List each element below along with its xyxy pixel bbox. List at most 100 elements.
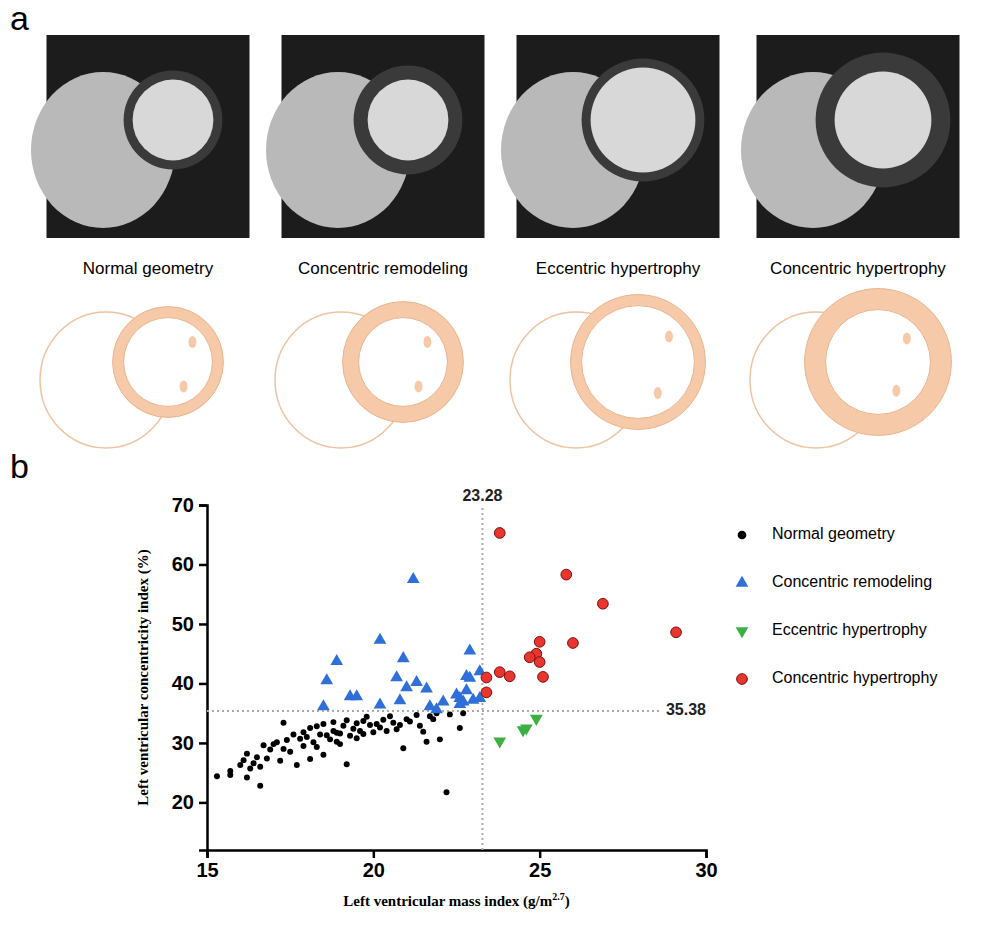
point <box>274 739 280 745</box>
point <box>267 746 273 752</box>
tick: 30 <box>172 732 207 754</box>
point <box>354 735 360 741</box>
point <box>350 689 363 700</box>
series <box>481 528 681 698</box>
point <box>307 725 313 731</box>
tick: 20 <box>172 791 207 813</box>
cartoon-lv-cavity <box>582 306 695 419</box>
tick-label: 70 <box>172 494 194 516</box>
point <box>568 638 579 649</box>
cartoon <box>510 295 705 448</box>
point <box>394 726 400 732</box>
point <box>320 721 326 727</box>
point <box>344 717 350 723</box>
point <box>414 712 420 718</box>
point <box>447 711 453 717</box>
point <box>407 572 420 583</box>
point <box>453 697 466 708</box>
point <box>387 713 393 719</box>
point <box>444 789 450 795</box>
cartoon-papillary <box>903 332 911 344</box>
point <box>374 633 387 644</box>
plot-area <box>207 505 681 850</box>
point <box>294 762 300 768</box>
legend-marker <box>736 576 749 587</box>
point <box>374 698 387 709</box>
mri-lv-blood <box>835 72 932 169</box>
point <box>350 726 356 732</box>
series <box>214 710 466 795</box>
point <box>520 724 533 735</box>
point <box>493 737 506 748</box>
point <box>420 681 433 692</box>
point <box>530 715 543 726</box>
cartoon-papillary <box>423 336 431 348</box>
mri-lv-wall <box>816 53 951 188</box>
point <box>344 761 350 767</box>
point <box>257 764 263 770</box>
point <box>354 720 360 726</box>
x-axis: 15202530 <box>196 850 717 881</box>
legend-marker <box>736 627 749 638</box>
point <box>251 760 257 766</box>
cartoon <box>275 302 463 448</box>
tick-mark <box>199 623 207 626</box>
point <box>420 729 426 735</box>
cartoon-papillary <box>188 336 196 348</box>
tick-label: 20 <box>172 791 194 813</box>
point <box>463 671 476 682</box>
caption: Concentric hypertrophy <box>770 259 946 278</box>
point <box>360 718 366 724</box>
cartoon-lv-wall <box>571 295 706 430</box>
point <box>317 732 323 738</box>
cartoon-papillary <box>654 387 662 399</box>
point <box>407 719 413 725</box>
cartoon-lv-cavity <box>359 318 448 407</box>
cartoon-lv-cavity <box>124 318 213 407</box>
mri-lv-blood <box>133 80 214 161</box>
point <box>370 729 376 735</box>
point <box>340 723 346 729</box>
caption: Normal geometry <box>83 259 214 278</box>
tick-mark <box>199 564 207 567</box>
tick: 15 <box>196 850 218 881</box>
mri-placeholder <box>31 35 250 238</box>
point <box>227 768 233 774</box>
tick-mark <box>373 850 376 858</box>
point <box>538 672 549 683</box>
tick: 50 <box>172 613 207 635</box>
point <box>320 752 326 758</box>
point <box>314 744 320 750</box>
x-axis-title: Left ventricular mass index (g/m2.7) <box>343 891 569 910</box>
tick-mark <box>539 850 542 858</box>
point <box>337 741 343 747</box>
cartoon-papillary <box>415 380 423 392</box>
point <box>437 695 450 706</box>
point <box>281 720 287 726</box>
mri-lv-blood <box>368 80 449 161</box>
point <box>671 627 682 638</box>
mri-lv-wall <box>124 71 223 170</box>
point <box>244 751 250 757</box>
legend-label: Normal geometry <box>772 525 895 542</box>
cartoon-lv-cavity <box>826 310 931 415</box>
tick: 70 <box>172 494 207 516</box>
tick-label: 30 <box>695 859 717 881</box>
point <box>481 672 492 683</box>
point <box>291 732 297 738</box>
legend-label: Concentric remodeling <box>772 573 932 590</box>
tick-mark <box>199 683 207 686</box>
legend-label: Eccentric hypertrophy <box>772 621 927 638</box>
point <box>214 773 220 779</box>
point <box>257 783 263 789</box>
point <box>254 754 260 760</box>
y-axis-title: Left ventricular concentricity index (%) <box>135 549 152 805</box>
cartoon <box>750 289 951 448</box>
mri-lv-blood <box>591 68 696 173</box>
cartoon-papillary <box>665 331 673 343</box>
point <box>330 654 343 665</box>
point <box>277 758 283 764</box>
point <box>284 737 290 743</box>
point <box>314 723 320 729</box>
point <box>460 683 473 694</box>
